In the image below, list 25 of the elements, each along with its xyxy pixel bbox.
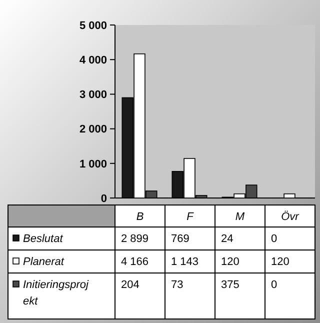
- data-label: 375: [221, 278, 240, 291]
- data-label: 120: [221, 256, 240, 268]
- legend-label: Beslutat: [23, 232, 64, 245]
- x-tick-label: B: [136, 210, 144, 223]
- data-label: 0: [271, 232, 278, 245]
- x-tick-label: Övr: [281, 210, 300, 223]
- data-label: 2 899: [121, 232, 149, 245]
- y-tick-label: 2 000: [79, 124, 107, 136]
- legend-label: Initieringsprojekt: [23, 278, 89, 308]
- y-tick-label: 4 000: [79, 54, 107, 66]
- data-label: 0: [271, 278, 278, 291]
- data-label: 73: [171, 278, 184, 291]
- data-label: 1 143: [171, 256, 199, 268]
- data-label: 24: [221, 232, 234, 245]
- y-tick-label: 0: [100, 192, 107, 205]
- data-label: 4 166: [121, 256, 149, 268]
- x-tick-label: F: [186, 210, 195, 223]
- data-label: 769: [171, 232, 190, 245]
- y-tick-label: 1 000: [79, 158, 107, 170]
- y-tick-label: 5 000: [79, 20, 107, 32]
- legend-label: Planerat: [23, 256, 65, 268]
- data-label: 120: [271, 256, 290, 268]
- y-tick-label: 3 000: [79, 89, 107, 102]
- x-tick-label: M: [235, 210, 246, 223]
- data-label: 204: [121, 278, 140, 291]
